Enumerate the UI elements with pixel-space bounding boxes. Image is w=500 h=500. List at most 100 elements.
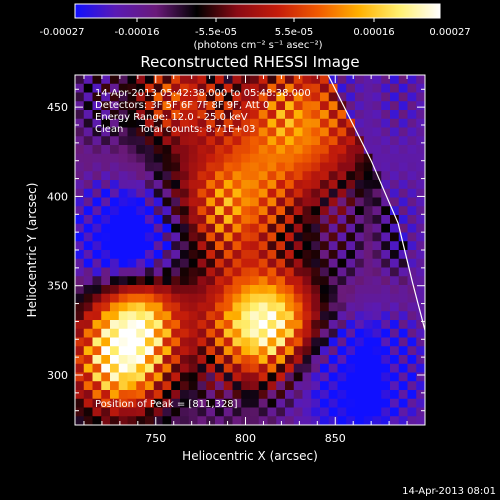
heatmap-cell xyxy=(110,390,120,400)
heatmap-cell xyxy=(302,250,312,260)
heatmap-cell xyxy=(197,92,207,102)
heatmap-cell xyxy=(390,118,400,129)
heatmap-cell xyxy=(302,171,312,181)
heatmap-cell xyxy=(346,153,356,164)
heatmap-cell xyxy=(311,101,321,111)
heatmap-cell xyxy=(390,293,400,304)
heatmap-cell xyxy=(311,355,321,365)
heatmap-cell xyxy=(145,118,155,129)
heatmap-cell xyxy=(276,145,286,155)
heatmap-cell xyxy=(180,293,190,304)
heatmap-cell xyxy=(162,267,172,277)
heatmap-cell xyxy=(311,162,321,172)
heatmap-cell xyxy=(363,311,374,321)
heatmap-cell xyxy=(276,267,286,277)
heatmap-cell xyxy=(223,215,234,225)
heatmap-cell xyxy=(328,153,339,164)
heatmap-cell xyxy=(328,75,339,85)
heatmap-cell xyxy=(153,328,164,339)
heatmap-cell xyxy=(320,197,330,207)
heatmap-cell xyxy=(363,328,374,339)
heatmap-cell xyxy=(110,250,120,260)
heatmap-cell xyxy=(363,75,374,85)
heatmap-cell xyxy=(180,110,190,120)
heatmap-cell xyxy=(293,75,304,85)
heatmap-cell xyxy=(232,197,242,207)
heatmap-cell xyxy=(416,276,425,286)
heatmap-cell xyxy=(416,83,425,94)
y-tick-label: 300 xyxy=(47,369,68,382)
heatmap-cell xyxy=(407,311,417,321)
heatmap-cell xyxy=(372,293,382,304)
heatmap-cell xyxy=(276,258,286,269)
heatmap-cell xyxy=(302,110,312,120)
heatmap-cell xyxy=(355,390,365,400)
heatmap-cell xyxy=(232,171,242,181)
heatmap-cell xyxy=(215,197,225,207)
heatmap-cell xyxy=(136,110,146,120)
heatmap-cell xyxy=(398,320,409,330)
heatmap-cell xyxy=(75,188,85,199)
heatmap-cell xyxy=(250,83,260,94)
heatmap-cell xyxy=(241,250,251,260)
heatmap-cell xyxy=(381,337,391,347)
heatmap-cell xyxy=(346,407,356,417)
heatmap-cell xyxy=(171,311,181,321)
heatmap-cell xyxy=(215,110,225,120)
heatmap-cell xyxy=(145,407,155,417)
heatmap-cell xyxy=(346,110,356,120)
heatmap-cell xyxy=(188,101,199,111)
heatmap-cell xyxy=(83,398,94,409)
heatmap-cell xyxy=(171,92,181,102)
heatmap-cell xyxy=(136,328,146,339)
heatmap-cell xyxy=(241,390,251,400)
heatmap-cell xyxy=(302,223,312,234)
heatmap-cell xyxy=(337,416,347,425)
heatmap-cell xyxy=(363,355,374,365)
heatmap-cell xyxy=(390,320,400,330)
heatmap-cell xyxy=(363,180,374,190)
heatmap-cell xyxy=(302,153,312,164)
heatmap-cell xyxy=(346,390,356,400)
heatmap-cell xyxy=(110,180,120,190)
heatmap-cell xyxy=(171,355,181,365)
heatmap-cell xyxy=(180,302,190,312)
heatmap-cell xyxy=(285,381,295,391)
heatmap-cell xyxy=(197,416,207,425)
heatmap-cell xyxy=(293,390,304,400)
heatmap-cell xyxy=(381,162,391,172)
heatmap-cell xyxy=(390,355,400,365)
heatmap-cell xyxy=(153,83,164,94)
heatmap-cell xyxy=(241,101,251,111)
heatmap-cell xyxy=(101,258,111,269)
heatmap-cell xyxy=(162,311,172,321)
heatmap-cell xyxy=(110,372,120,382)
heatmap-cell xyxy=(75,390,85,400)
heatmap-cell xyxy=(355,355,365,365)
heatmap-cell xyxy=(302,162,312,172)
heatmap-cell xyxy=(267,162,277,172)
heatmap-cell xyxy=(92,293,102,304)
heatmap-cell xyxy=(145,311,155,321)
heatmap-cell xyxy=(407,206,417,216)
heatmap-cell xyxy=(302,276,312,286)
heatmap-cell xyxy=(153,355,164,365)
heatmap-cell xyxy=(136,416,146,425)
heatmap-cell xyxy=(215,363,225,374)
heatmap-cell xyxy=(118,232,129,242)
heatmap-cell xyxy=(118,346,129,356)
heatmap-cell xyxy=(355,127,365,137)
heatmap-cell xyxy=(75,171,85,181)
heatmap-cell xyxy=(328,302,339,312)
heatmap-cell xyxy=(215,285,225,295)
heatmap-cell xyxy=(136,188,146,199)
heatmap-cell xyxy=(355,188,365,199)
heatmap-cell xyxy=(75,110,85,120)
heatmap-cell xyxy=(215,136,225,146)
heatmap-cell xyxy=(416,153,425,164)
heatmap-cell xyxy=(398,285,409,295)
heatmap-cell xyxy=(398,206,409,216)
heatmap-cell xyxy=(215,267,225,277)
heatmap-cell xyxy=(145,398,155,409)
heatmap-cell xyxy=(293,188,304,199)
